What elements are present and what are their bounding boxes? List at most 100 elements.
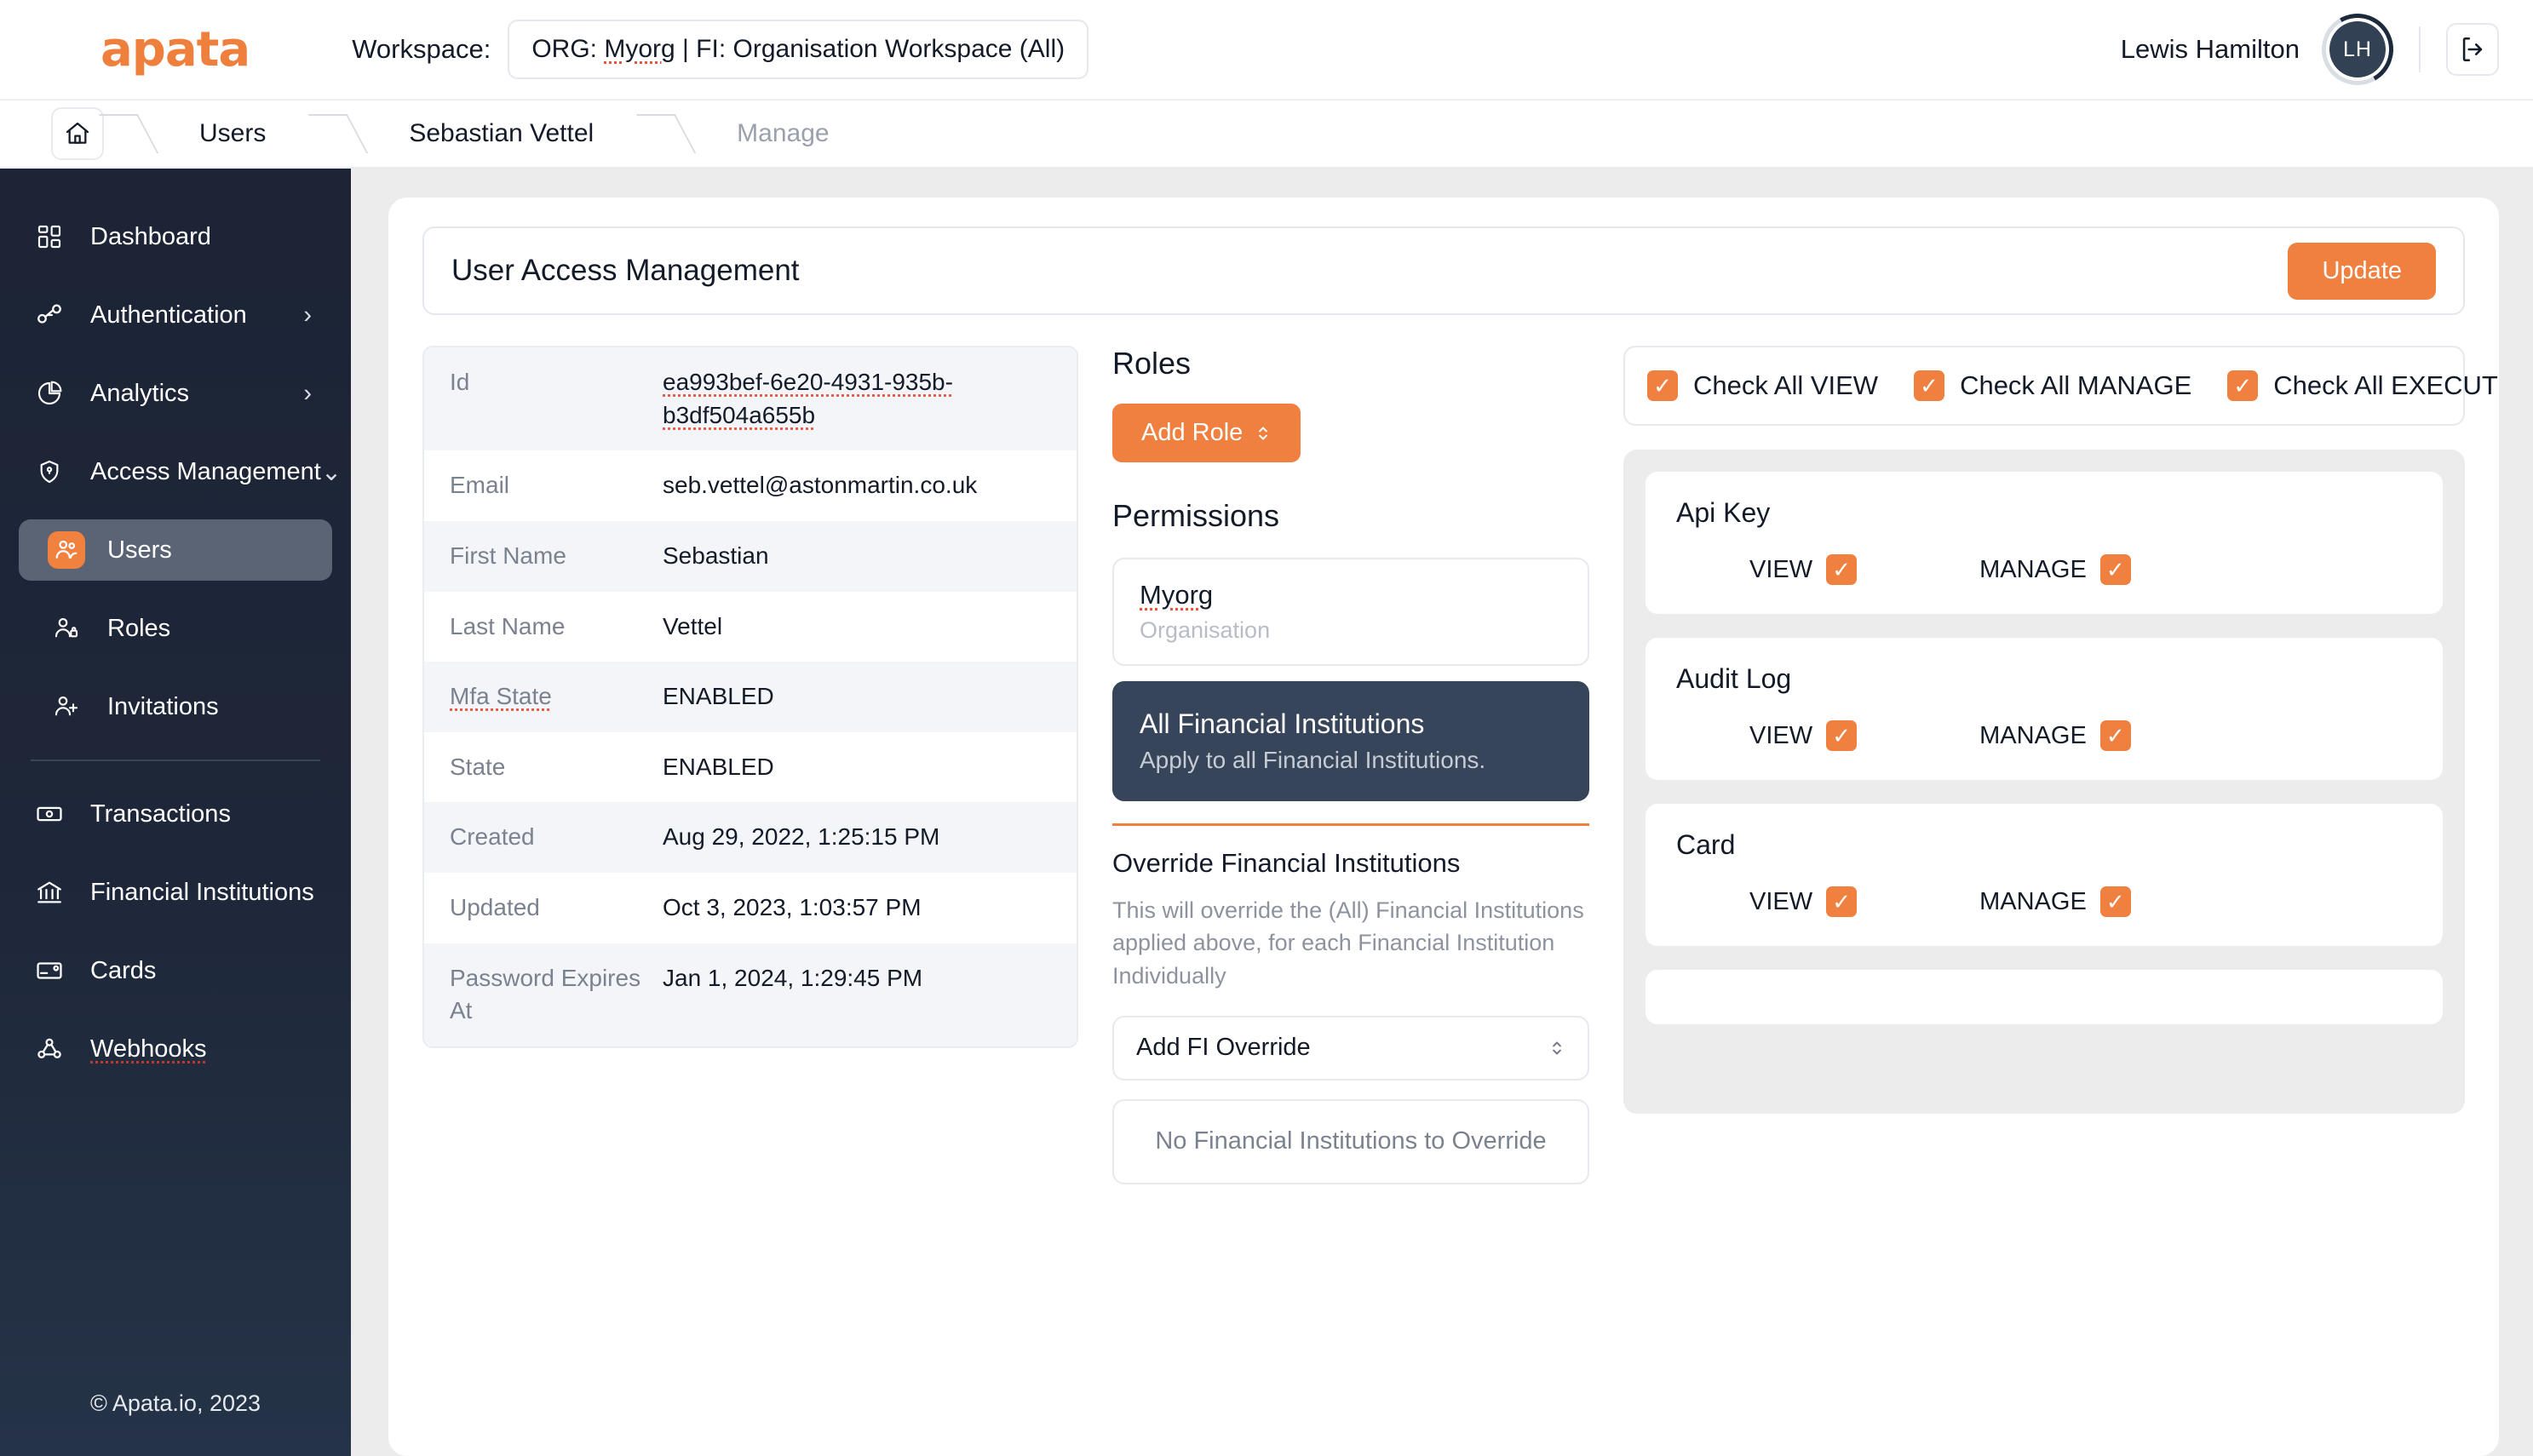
sidebar-item-transactions[interactable]: Transactions [19, 783, 332, 845]
chevron-right-icon: › [303, 301, 312, 329]
sidebar-item-webhooks[interactable]: Webhooks [19, 1018, 332, 1080]
sidebar-item-label: Access Management [90, 457, 321, 485]
permission-option-label: MANAGE [1979, 887, 2087, 915]
scope-card-all-financial-institutions[interactable]: All Financial Institutions Apply to all … [1112, 681, 1589, 801]
main-content: User Access Management Update Id ea993be… [351, 169, 2533, 1456]
check-all-view[interactable]: ✓ Check All VIEW [1647, 370, 1878, 401]
columns: Id ea993bef-6e20-4931-935b-b3df504a655b … [422, 346, 2499, 1184]
logout-button[interactable] [2446, 23, 2499, 76]
sidebar-item-roles[interactable]: Roles [19, 598, 332, 659]
checkbox-checked-icon[interactable]: ✓ [1826, 886, 1858, 917]
add-fi-override-label: Add FI Override [1136, 1034, 1311, 1062]
permission-option-label: MANAGE [1979, 721, 2087, 749]
sidebar-item-label: Roles [107, 614, 171, 642]
table-row: Email seb.vettel@astonmartin.co.uk [424, 450, 1077, 521]
home-icon [66, 122, 89, 144]
detail-key: First Name [450, 542, 566, 569]
checkbox-checked-icon[interactable]: ✓ [1826, 720, 1858, 751]
permission-option-manage[interactable]: MANAGE ✓ [1979, 720, 2131, 751]
logout-icon [2462, 37, 2483, 62]
sidebar: Dashboard Authentication › Analytics › [0, 169, 351, 1456]
check-all-execute[interactable]: ✓ Check All EXECUTE [2227, 370, 2499, 401]
add-role-label: Add Role [1141, 419, 1244, 446]
panel-header: User Access Management Update [422, 226, 2465, 315]
user-plus-icon [48, 688, 85, 725]
sidebar-item-invitations[interactable]: Invitations [19, 676, 332, 737]
permission-card-api-key: Api Key VIEW ✓ MANAGE ✓ [1646, 472, 2443, 614]
permission-card-card: Card VIEW ✓ MANAGE ✓ [1646, 804, 2443, 946]
nav-spacer [0, 845, 351, 862]
workspace-selector[interactable]: ORG: Myorg | FI: Organisation Workspace … [508, 20, 1089, 79]
breadcrumb: Users Sebastian Vettel Manage [0, 100, 2533, 169]
add-role-button[interactable]: Add Role [1112, 404, 1301, 462]
permission-options-row: VIEW ✓ MANAGE ✓ [1676, 554, 2412, 585]
avatar-progress-ring [2313, 5, 2402, 94]
user-lock-icon [48, 610, 85, 647]
detail-key: Last Name [450, 612, 566, 639]
scope-card-organisation[interactable]: Myorg Organisation [1112, 558, 1589, 666]
permission-card-next [1646, 970, 2443, 1024]
permission-option-view[interactable]: VIEW ✓ [1749, 554, 1858, 585]
sidebar-item-analytics[interactable]: Analytics › [19, 363, 332, 424]
chevron-right-icon: › [303, 379, 312, 407]
roles-permissions-column: Roles Add Role Permissions Myorg Organis… [1112, 346, 1589, 1184]
chevron-updown-icon [1548, 1037, 1565, 1059]
breadcrumb-item-user[interactable]: Sebastian Vettel [409, 119, 594, 147]
checkbox-checked-icon[interactable]: ✓ [2099, 720, 2131, 751]
sidebar-item-authentication[interactable]: Authentication › [19, 284, 332, 346]
detail-value: ENABLED [663, 753, 774, 780]
header-right-group: Lewis Hamilton LH [2120, 5, 2499, 94]
workspace-prefix: ORG: [531, 35, 605, 63]
permission-card-title: Card [1676, 829, 1736, 860]
sidebar-item-label: Users [107, 536, 172, 564]
sidebar-item-dashboard[interactable]: Dashboard [19, 206, 332, 267]
table-row: Created Aug 29, 2022, 1:25:15 PM [424, 802, 1077, 873]
scope-name: All Financial Institutions [1140, 708, 1425, 739]
breadcrumb-home-button[interactable] [51, 107, 104, 160]
nav-spacer [0, 581, 351, 598]
permission-cards-scroll[interactable]: Api Key VIEW ✓ MANAGE ✓ [1623, 450, 2465, 1114]
nav-spacer [0, 1001, 351, 1018]
permission-option-manage[interactable]: MANAGE ✓ [1979, 554, 2131, 585]
permission-matrix-column: ✓ Check All VIEW ✓ Check All MANAGE ✓ Ch… [1623, 346, 2499, 1114]
detail-key: Mfa State [450, 683, 552, 710]
detail-key: Id [450, 369, 470, 395]
checkbox-checked-icon[interactable]: ✓ [1914, 370, 1945, 401]
detail-value: Oct 3, 2023, 1:03:57 PM [663, 894, 922, 920]
add-fi-override-select[interactable]: Add FI Override [1112, 1015, 1589, 1081]
dashboard-icon [31, 218, 68, 255]
checkbox-checked-icon[interactable]: ✓ [1826, 554, 1858, 585]
checkbox-checked-icon[interactable]: ✓ [2099, 886, 2131, 917]
app-body: Dashboard Authentication › Analytics › [0, 169, 2533, 1456]
banknote-icon [31, 795, 68, 833]
user-name: Lewis Hamilton [2120, 34, 2300, 64]
sidebar-item-users[interactable]: Users [19, 519, 332, 581]
detail-key: Password Expires At [450, 964, 641, 1024]
update-button[interactable]: Update [2288, 242, 2436, 300]
permission-option-view[interactable]: VIEW ✓ [1749, 886, 1858, 917]
app-logo: apata [101, 21, 250, 77]
sidebar-item-access-management[interactable]: Access Management ⌄ [19, 441, 342, 502]
check-all-manage[interactable]: ✓ Check All MANAGE [1914, 370, 2191, 401]
sidebar-item-financial-institutions[interactable]: Financial Institutions [19, 862, 332, 923]
avatar[interactable]: LH [2313, 5, 2402, 94]
sidebar-item-label: Analytics [90, 379, 190, 407]
breadcrumb-separator-icon [641, 100, 689, 168]
permission-options-row: VIEW ✓ MANAGE ✓ [1676, 720, 2412, 751]
permissions-heading: Permissions [1112, 498, 1280, 533]
users-icon [48, 531, 85, 569]
permission-option-manage[interactable]: MANAGE ✓ [1979, 886, 2131, 917]
checkbox-checked-icon[interactable]: ✓ [2099, 554, 2131, 585]
checkbox-checked-icon[interactable]: ✓ [2227, 370, 2259, 401]
permission-option-view[interactable]: VIEW ✓ [1749, 720, 1858, 751]
detail-value: Aug 29, 2022, 1:25:15 PM [663, 823, 940, 851]
nav-spacer [0, 659, 351, 676]
header-divider [2419, 26, 2421, 72]
detail-key: State [450, 753, 506, 780]
chevron-updown-icon [1259, 427, 1268, 439]
permission-option-label: MANAGE [1979, 555, 2087, 583]
checkbox-checked-icon[interactable]: ✓ [1647, 370, 1678, 401]
sidebar-item-label: Webhooks [90, 1035, 207, 1063]
sidebar-item-cards[interactable]: Cards [19, 940, 332, 1001]
breadcrumb-item-users[interactable]: Users [199, 119, 267, 147]
